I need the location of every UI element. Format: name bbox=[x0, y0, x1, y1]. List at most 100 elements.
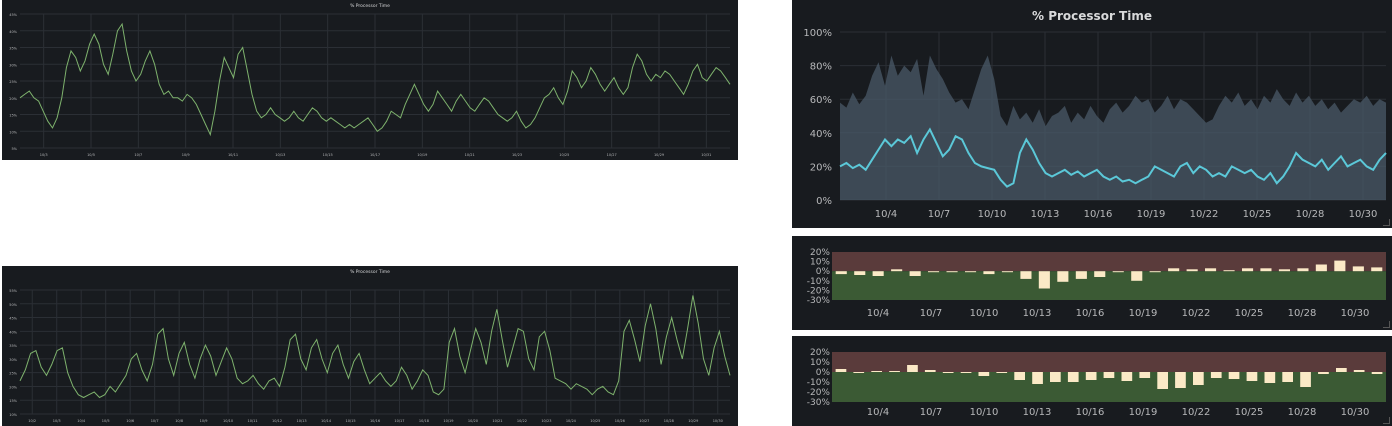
y-tick-label: 0% bbox=[816, 196, 832, 207]
x-tick-label: 10/25 bbox=[1235, 407, 1264, 418]
positive-zone bbox=[832, 352, 1386, 372]
x-tick-label: 10/25 bbox=[1243, 209, 1272, 220]
diff-bar bbox=[1210, 372, 1222, 378]
x-tick-label: 10/29 bbox=[654, 153, 664, 157]
resize-handle[interactable] bbox=[1383, 219, 1390, 226]
diff-bar bbox=[872, 271, 884, 276]
x-tick-label: 10/22 bbox=[1182, 407, 1211, 418]
diff-bar bbox=[1157, 372, 1168, 389]
diff-panel-1: 20% 10% 0% -10% -20% -30% 10/4 10/7 10/10 10/13 10… bbox=[792, 236, 1392, 330]
diff-bar bbox=[928, 271, 940, 273]
y-tick-label: 20% bbox=[810, 248, 830, 258]
diff-bar bbox=[1032, 372, 1043, 384]
diff-bar bbox=[1371, 372, 1383, 374]
diff-bar bbox=[1228, 372, 1240, 379]
x-tick-label: 10/15 bbox=[323, 153, 333, 157]
diff-bar bbox=[1085, 372, 1097, 380]
x-tick-label: 10/8 bbox=[175, 419, 183, 423]
x-tick-label: 10/4 bbox=[875, 209, 897, 220]
y-tick-label: 20% bbox=[810, 348, 830, 358]
series-line bbox=[19, 295, 731, 399]
y-tick-label: 60% bbox=[810, 95, 832, 106]
diff-bar bbox=[1067, 372, 1079, 382]
y-tick-label: 100% bbox=[803, 28, 832, 39]
x-tick-label: 10/7 bbox=[151, 419, 159, 423]
x-tick-label: 10/17 bbox=[394, 419, 404, 423]
chart-3-svg: % Processor Time 0% 20% 40% 60% 80% 100% 10/4 10… bbox=[803, 9, 1387, 220]
diff-bar bbox=[907, 365, 918, 372]
x-tick-label: 10/16 bbox=[1076, 308, 1105, 319]
x-tick-label: 10/25 bbox=[559, 153, 569, 157]
resize-handle[interactable] bbox=[1383, 417, 1390, 424]
x-tick-label: 10/10 bbox=[970, 308, 999, 319]
x-tick-label: 10/27 bbox=[639, 419, 649, 423]
x-tick-label: 10/10 bbox=[970, 407, 999, 418]
x-tick-label: 10/14 bbox=[321, 419, 332, 423]
y-tick-label: 10% bbox=[810, 358, 830, 368]
positive-zone bbox=[832, 252, 1386, 272]
x-tick-label: 10/30 bbox=[713, 419, 723, 423]
y-tick-label: 45% bbox=[9, 13, 17, 17]
diff-bar bbox=[946, 271, 958, 273]
diff-bar bbox=[1205, 268, 1217, 272]
chart-4-svg: 20%10%0%-10%-20%-30% 10/4 10/7 10/10 10/13 10… bbox=[807, 248, 1386, 319]
y-tick-label: 40% bbox=[810, 129, 832, 140]
x-tick-label: 10/17 bbox=[370, 153, 380, 157]
y-tick-label: 25% bbox=[9, 372, 17, 376]
x-tick-label: 10/11 bbox=[248, 419, 258, 423]
diff-bar bbox=[889, 371, 900, 372]
x-tick-label: 10/3 bbox=[40, 153, 48, 157]
diff-bar bbox=[996, 372, 1008, 373]
diff-bar bbox=[1103, 372, 1115, 378]
x-tick-label: 10/30 bbox=[1341, 308, 1370, 319]
diff-bar bbox=[835, 271, 847, 275]
diff-bar bbox=[1264, 372, 1276, 383]
y-tick-label: 10% bbox=[9, 130, 17, 134]
x-tick-label: 10/16 bbox=[1084, 209, 1113, 220]
x-tick-label: 10/13 bbox=[275, 153, 285, 157]
y-tick-label: 20% bbox=[9, 385, 17, 389]
x-tick-label: 10/26 bbox=[615, 419, 625, 423]
diff-bar bbox=[1121, 372, 1133, 381]
y-tick-label: 30% bbox=[9, 358, 17, 362]
x-tick-label: 10/13 bbox=[1023, 308, 1052, 319]
diff-bar bbox=[1336, 368, 1347, 372]
y-tick-label: 10% bbox=[810, 258, 830, 268]
chart-5-svg: 20%10%0%-10%-20%-30% 10/4 10/7 10/10 10/13 10… bbox=[807, 348, 1386, 418]
diff-bar bbox=[1186, 269, 1198, 272]
y-tick-label: -20% bbox=[807, 388, 831, 398]
y-tick-label: 45% bbox=[9, 317, 17, 321]
y-tick-label: 20% bbox=[810, 162, 832, 173]
x-tick-label: 10/31 bbox=[701, 153, 711, 157]
x-tick-label: 10/19 bbox=[443, 419, 453, 423]
x-tick-label: 10/19 bbox=[1129, 407, 1158, 418]
chart-title: % Processor Time bbox=[1032, 9, 1152, 23]
resize-handle[interactable] bbox=[1383, 321, 1390, 328]
y-tick-label: 5% bbox=[11, 147, 17, 151]
diff-bar bbox=[1371, 267, 1383, 272]
diff-bar bbox=[871, 371, 882, 372]
x-tick-label: 10/10 bbox=[978, 209, 1007, 220]
diff-bar bbox=[1282, 372, 1293, 382]
y-tick-label: 35% bbox=[9, 344, 17, 348]
diff-bar bbox=[1075, 271, 1087, 279]
x-tick-label: 10/22 bbox=[1182, 308, 1211, 319]
x-tick-label: 10/16 bbox=[1076, 407, 1105, 418]
x-tick-label: 10/23 bbox=[541, 419, 551, 423]
y-tick-label: 50% bbox=[9, 303, 17, 307]
y-tick-label: 10% bbox=[9, 413, 17, 417]
processor-time-panel-3: % Processor Time 0% 20% 40% 60% 80% 100% 10/4 10… bbox=[792, 0, 1392, 228]
diff-bar bbox=[1260, 268, 1272, 272]
y-tick-label: -30% bbox=[807, 398, 831, 408]
diff-bar bbox=[1297, 268, 1309, 272]
diff-bar bbox=[1223, 270, 1235, 272]
x-tick-label: 10/20 bbox=[468, 419, 478, 423]
diff-bar bbox=[909, 271, 921, 276]
diff-bar bbox=[960, 372, 972, 373]
series-line-processor bbox=[839, 127, 1387, 188]
y-tick-label: -10% bbox=[807, 378, 831, 388]
x-tick-label: 10/27 bbox=[607, 153, 617, 157]
x-tick-label: 10/4 bbox=[867, 308, 889, 319]
diff-bar bbox=[1168, 268, 1180, 272]
x-tick-label: 10/11 bbox=[228, 153, 238, 157]
